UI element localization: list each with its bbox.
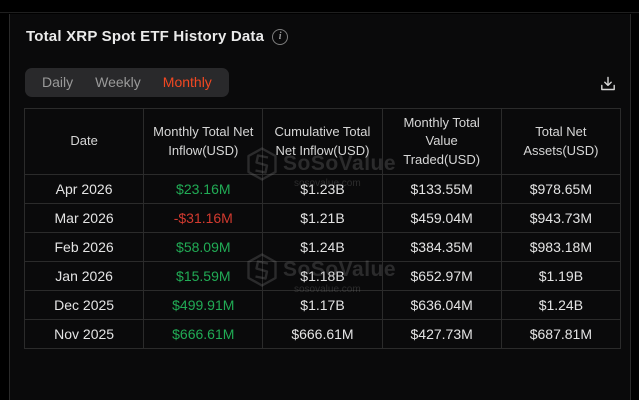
tab-monthly[interactable]: Monthly (162, 74, 212, 90)
cell-cumulative-inflow: $1.24B (262, 232, 383, 262)
cell-net-assets: $943.73M (500, 203, 622, 233)
col-header-net-assets: Total Net Assets(USD) (500, 108, 622, 175)
table-row: Mar 2026 -$31.16M $1.21B $459.04M $943.7… (23, 203, 622, 233)
cell-cumulative-inflow: $666.61M (262, 319, 383, 349)
cell-value-traded: $427.73M (381, 319, 502, 349)
tab-daily[interactable]: Daily (42, 74, 74, 90)
cell-value-traded: $636.04M (381, 290, 502, 320)
cell-net-assets: $1.19B (500, 261, 622, 291)
table-row: Nov 2025 $666.61M $666.61M $427.73M $687… (23, 319, 622, 349)
download-button[interactable] (596, 72, 620, 96)
cell-date: Nov 2025 (23, 319, 145, 349)
cell-cumulative-inflow: $1.21B (262, 203, 383, 233)
cell-cumulative-inflow: $1.17B (262, 290, 383, 320)
cell-date: Jan 2026 (23, 261, 145, 291)
table-row: Feb 2026 $58.09M $1.24B $384.35M $983.18… (23, 232, 622, 262)
cell-date: Apr 2026 (23, 174, 145, 204)
table-row: Jan 2026 $15.59M $1.18B $652.97M $1.19B (23, 261, 622, 291)
cell-date: Mar 2026 (23, 203, 145, 233)
cell-value-traded: $133.55M (381, 174, 502, 204)
cell-cumulative-inflow: $1.18B (262, 261, 383, 291)
page-title: Total XRP Spot ETF History Data (26, 28, 265, 45)
col-header-value-traded: Monthly Total Value Traded(USD) (381, 108, 502, 175)
table-row: Apr 2026 $23.16M $1.23B $133.55M $978.65… (23, 174, 622, 204)
col-header-monthly-inflow: Monthly Total Net Inflow(USD) (143, 108, 264, 175)
period-tabs: Daily Weekly Monthly (25, 68, 229, 97)
cell-net-assets: $687.81M (500, 319, 622, 349)
cell-monthly-inflow: -$31.16M (143, 203, 264, 233)
cell-net-assets: $1.24B (500, 290, 622, 320)
tab-weekly[interactable]: Weekly (95, 74, 141, 90)
cell-monthly-inflow: $666.61M (143, 319, 264, 349)
cell-monthly-inflow: $15.59M (143, 261, 264, 291)
table-header-row: Date Monthly Total Net Inflow(USD) Cumul… (23, 108, 622, 175)
cell-monthly-inflow: $58.09M (143, 232, 264, 262)
top-strip (0, 0, 639, 13)
download-icon (601, 76, 615, 91)
cell-net-assets: $978.65M (500, 174, 622, 204)
etf-history-table: Date Monthly Total Net Inflow(USD) Cumul… (23, 108, 622, 349)
cell-value-traded: $384.35M (381, 232, 502, 262)
cell-net-assets: $983.18M (500, 232, 622, 262)
table-row: Dec 2025 $499.91M $1.17B $636.04M $1.24B (23, 290, 622, 320)
cell-monthly-inflow: $23.16M (143, 174, 264, 204)
etf-history-card: Total XRP Spot ETF History Data i Daily … (9, 14, 631, 400)
cell-monthly-inflow: $499.91M (143, 290, 264, 320)
cell-date: Feb 2026 (23, 232, 145, 262)
info-icon[interactable]: i (272, 28, 289, 45)
card-header: Total XRP Spot ETF History Data i (26, 28, 289, 45)
cell-value-traded: $652.97M (381, 261, 502, 291)
cell-cumulative-inflow: $1.23B (262, 174, 383, 204)
col-header-cumulative-inflow: Cumulative Total Net Inflow(USD) (262, 108, 383, 175)
col-header-date: Date (23, 108, 145, 175)
cell-value-traded: $459.04M (381, 203, 502, 233)
cell-date: Dec 2025 (23, 290, 145, 320)
